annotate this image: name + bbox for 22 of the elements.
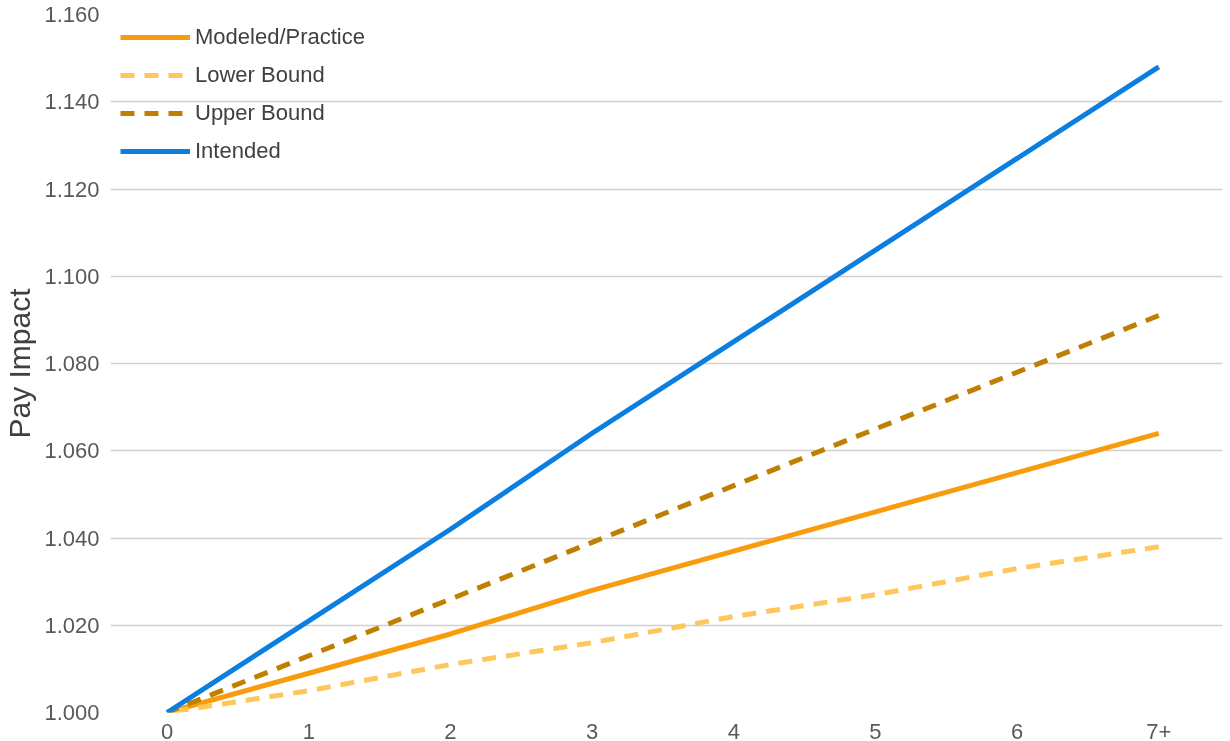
- y-tick-label: 1.100: [44, 263, 100, 289]
- x-tick-label: 3: [586, 718, 599, 741]
- y-tick-label: 1.000: [44, 700, 100, 725]
- x-tick-label: 5: [869, 718, 882, 741]
- legend-label: Intended: [195, 138, 281, 164]
- y-tick-label: 1.020: [44, 612, 100, 638]
- y-tick-label: 1.160: [44, 2, 100, 27]
- y-tick-label: 1.080: [44, 351, 100, 376]
- y-tick-label: 1.120: [44, 176, 100, 202]
- legend-label: Upper Bound: [195, 100, 325, 126]
- x-tick-label: 0: [161, 718, 174, 741]
- y-tick-label: 1.140: [44, 89, 100, 115]
- y-axis-title: Pay Impact: [3, 287, 37, 439]
- x-tick-label: 2: [444, 718, 457, 741]
- x-tick-label: 6: [1010, 718, 1024, 741]
- x-tick-label: 1: [302, 718, 315, 741]
- legend-label: Modeled/Practice: [195, 24, 365, 50]
- x-tick-label: 7+: [1146, 718, 1172, 741]
- y-tick-label: 1.060: [44, 438, 100, 464]
- y-tick-label: 1.040: [44, 525, 100, 551]
- legend-label: Lower Bound: [195, 62, 325, 88]
- x-tick-label: 4: [727, 718, 740, 741]
